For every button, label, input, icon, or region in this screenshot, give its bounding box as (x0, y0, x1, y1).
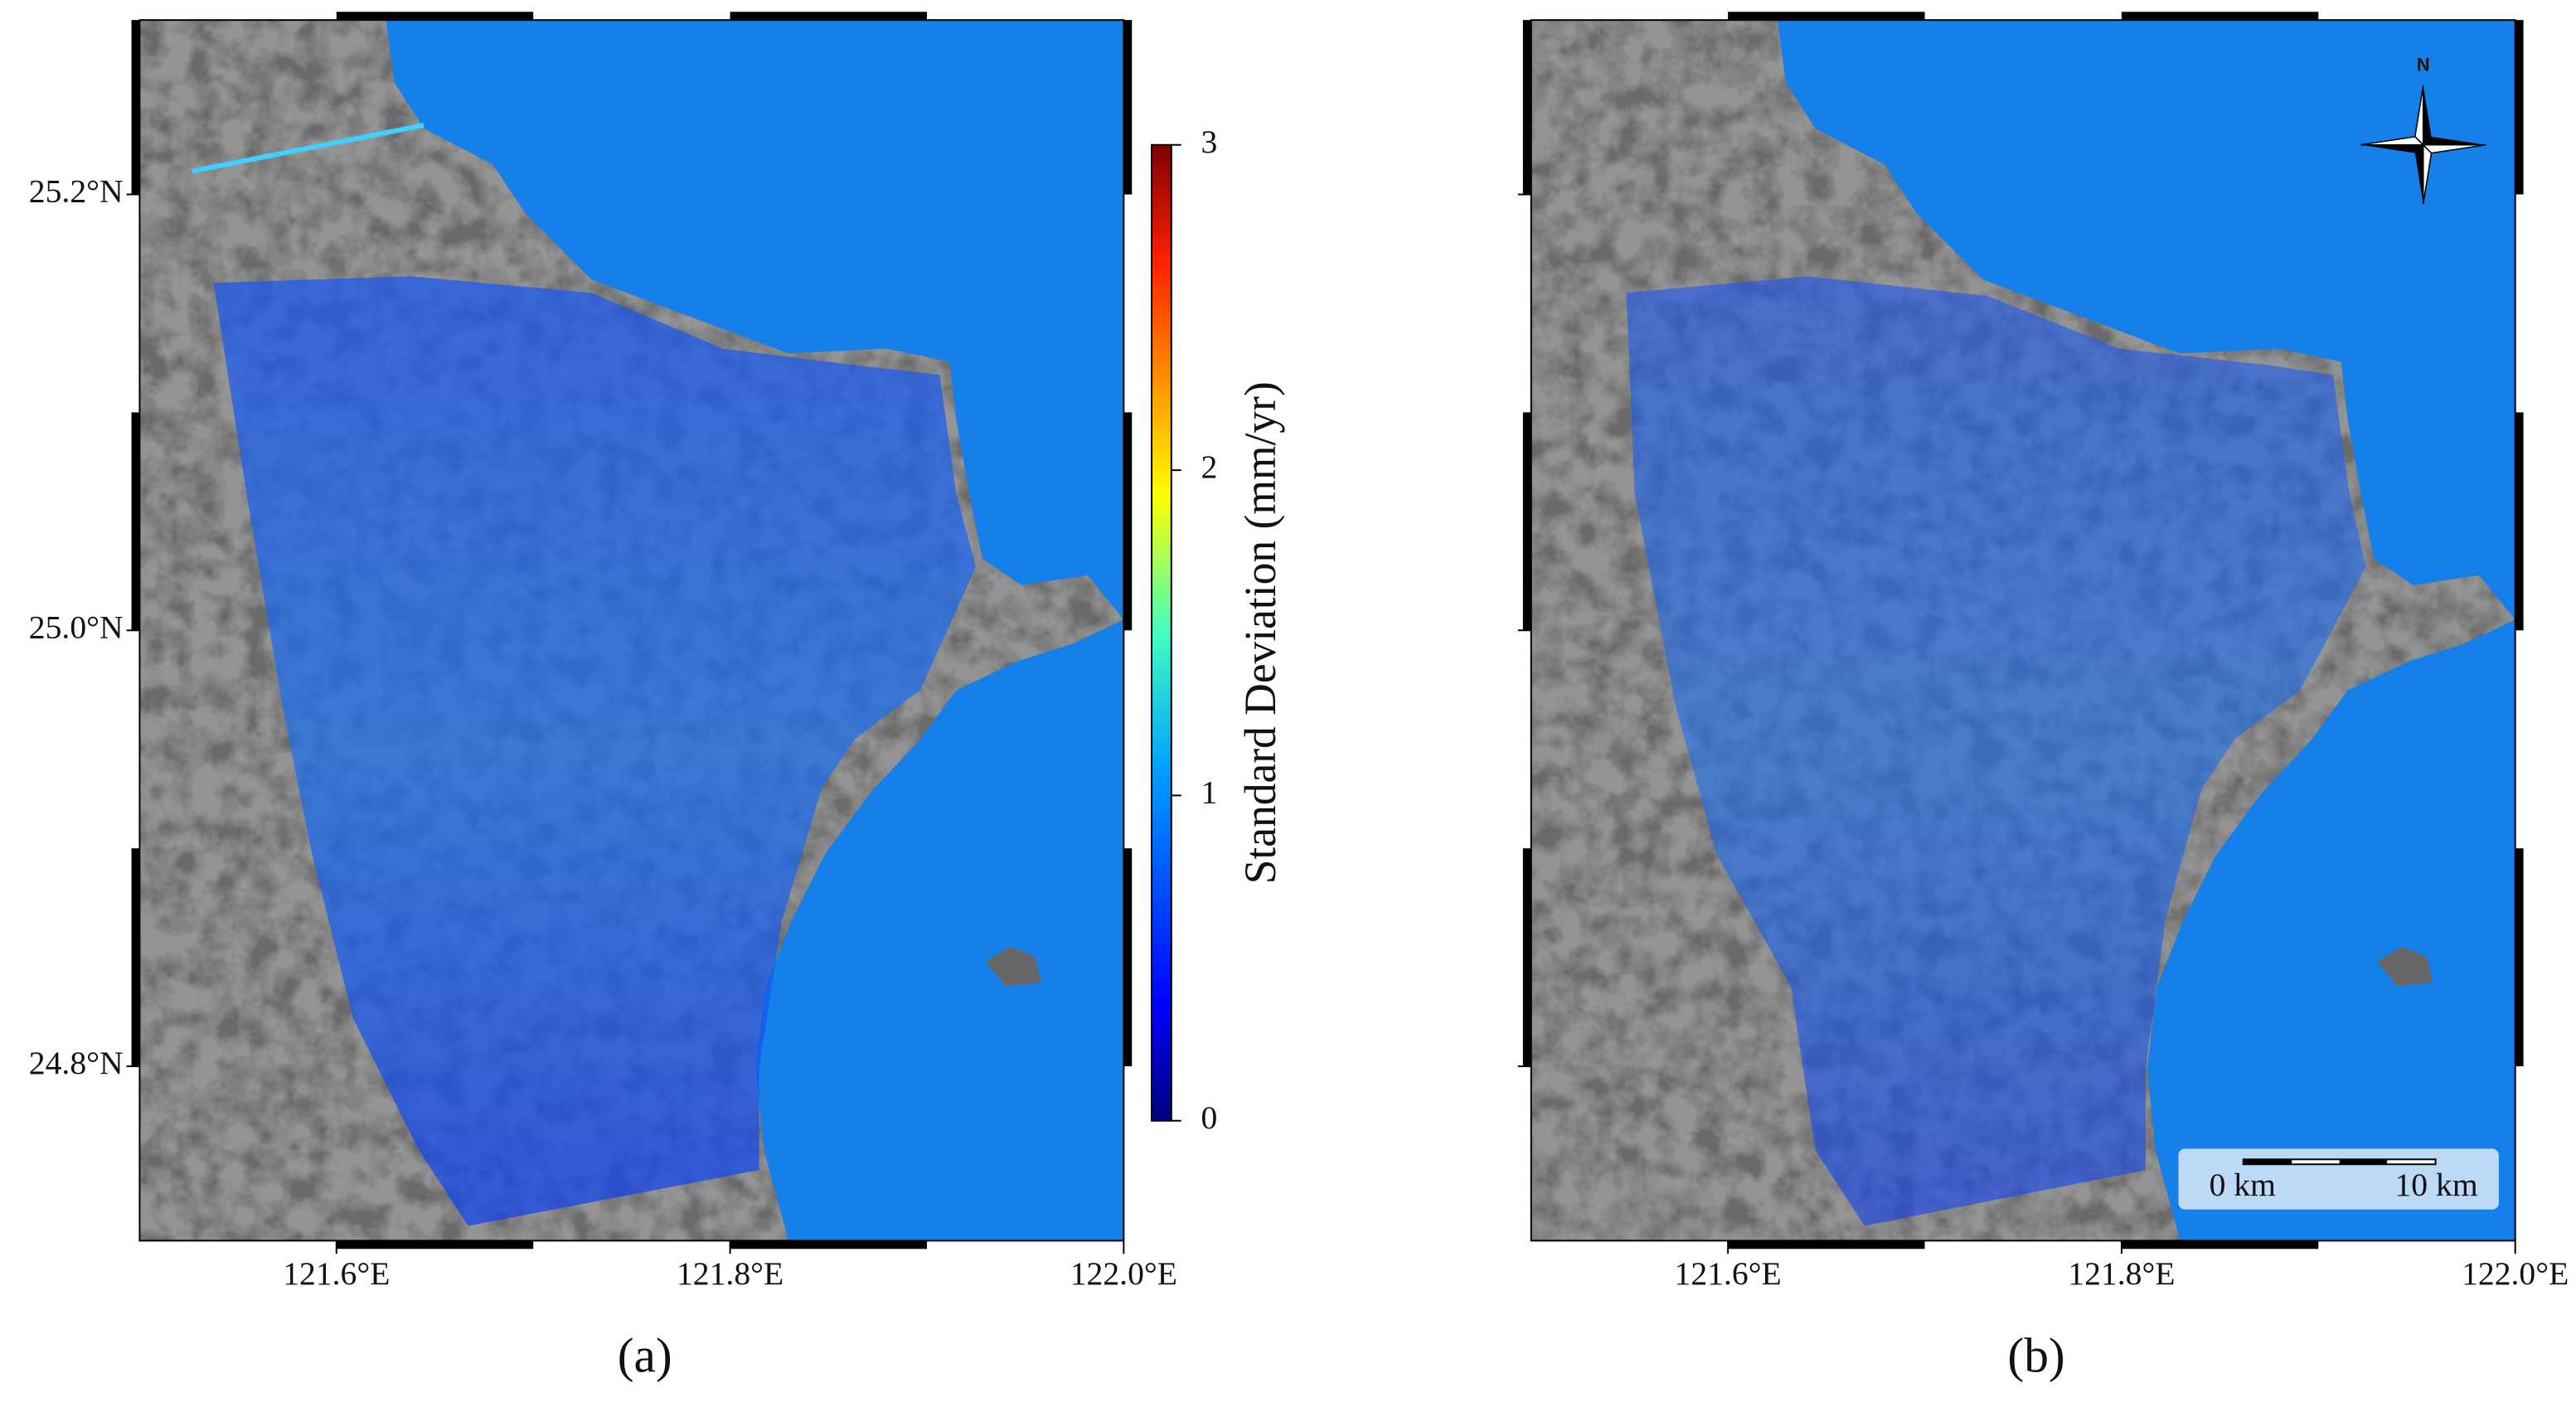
arrow-part (2423, 85, 2432, 145)
frame-bar (1123, 848, 1133, 1067)
y-tick-label: 24.8°N (29, 1045, 124, 1081)
data-overlay (1626, 276, 2366, 1226)
colorbar-tick-label: 3 (1201, 124, 1217, 160)
frame-bar (336, 12, 534, 21)
map-panel (1531, 20, 2515, 1241)
colorbar-tick-label: 2 (1201, 449, 1217, 485)
north-arrow: N (2360, 54, 2486, 205)
colorbar: Standard Deviation (mm/yr) 0 1 2 3 (1151, 124, 1285, 1136)
x-tick-label: 121.6°E (283, 1255, 390, 1292)
frame-bar (131, 848, 140, 1067)
arrow-part (2414, 144, 2423, 205)
frame-bar (1522, 412, 1531, 631)
frame-bar (131, 20, 140, 195)
arrow-part (2423, 136, 2486, 145)
frame: 121.6°E 121.8°E 122.0°E (1517, 12, 2569, 1292)
y-tick-label: 25.2°N (29, 173, 124, 210)
arrow-part (2360, 136, 2425, 146)
x-tick-label: 121.8°E (2068, 1255, 2175, 1292)
y-tick-label: 25.0°N (29, 609, 124, 645)
colorbar-label: Standard Deviation (mm/yr) (1235, 381, 1285, 884)
swath-edge (192, 123, 424, 174)
x-tick-label: 122.0°E (2462, 1255, 2569, 1292)
frame-bar (730, 12, 927, 21)
frame-bar (2515, 20, 2524, 195)
x-tick-label: 122.0°E (1070, 1255, 1177, 1292)
map-panel (139, 20, 1124, 1241)
frame-bar (730, 1240, 927, 1249)
panel-caption: (a) (618, 1328, 672, 1383)
north-label: N (2417, 54, 2430, 75)
scale-label: 0 km (2210, 1167, 2277, 1203)
island (2377, 946, 2433, 987)
arrow-part (2360, 144, 2423, 153)
colorbar-tick-label: 1 (1201, 774, 1217, 811)
frame: 121.6°E 121.8°E 122.0°E 24.8°N 25.0°N 25.2°N (29, 12, 1177, 1292)
scale-label: 10 km (2394, 1167, 2477, 1203)
frame-bar (1522, 20, 1531, 195)
scale-line (2387, 1160, 2435, 1164)
panel-caption: (b) (2007, 1328, 2064, 1383)
scale-line (2292, 1160, 2340, 1164)
x-tick-label: 121.6°E (1675, 1255, 1782, 1292)
frame-bar (2121, 1240, 2319, 1249)
maps: 121.6°E 121.8°E 122.0°E 24.8°N 25.0°N 25.2°N (… (29, 12, 2569, 1383)
frame-bar (2515, 848, 2524, 1067)
frame-bar (1522, 848, 1531, 1067)
arrow-part (2421, 143, 2486, 154)
frame-bar (1123, 20, 1133, 195)
frame-bar (1728, 1240, 1925, 1249)
frame-bar (1728, 12, 1925, 21)
island (985, 946, 1042, 987)
data-overlay (213, 276, 977, 1226)
frame-bar (1123, 412, 1133, 631)
x-tick-label: 121.8°E (677, 1255, 783, 1292)
frame-bar (336, 1240, 534, 1249)
scale-bar: 0 km 10 km (2178, 1148, 2499, 1210)
frame-bar (131, 412, 140, 631)
colorbar-tick-label: 0 (1201, 1099, 1217, 1136)
frame-bar (2121, 12, 2319, 21)
frame-bar (2515, 412, 2524, 631)
colorbar-ramp (1151, 143, 1172, 1122)
